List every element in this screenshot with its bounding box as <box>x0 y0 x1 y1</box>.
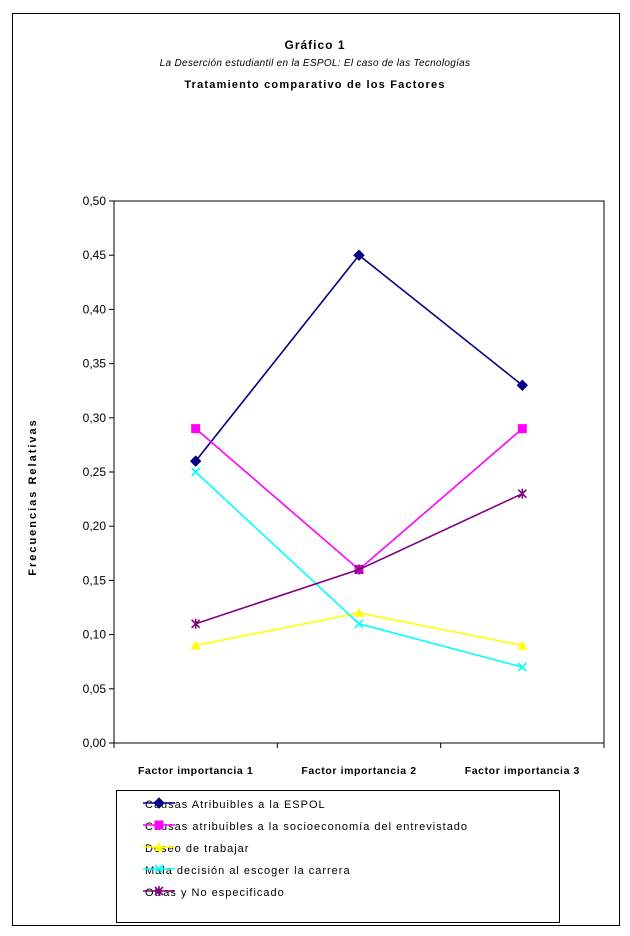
y-tick-label: 0,15 <box>83 573 107 587</box>
data-point <box>191 467 201 477</box>
data-point <box>191 618 201 629</box>
legend-item: Mala decisión al escoger la carrera <box>141 862 351 880</box>
data-point <box>517 662 527 672</box>
series-5 <box>191 488 527 629</box>
legend-swatch <box>143 864 175 874</box>
series-2 <box>191 424 527 575</box>
legend-swatch <box>143 842 175 851</box>
data-point <box>191 424 201 434</box>
series-line <box>195 428 523 571</box>
legend-label: Deseo de trabajar <box>145 843 250 855</box>
x-tick-label: Factor importancia 3 <box>465 765 580 777</box>
data-point <box>517 424 527 434</box>
y-tick-label: 0,50 <box>83 194 107 208</box>
chart-subtitle-2: Tratamiento comparativo de los Factores <box>184 79 446 91</box>
y-tick-label: 0,25 <box>83 465 107 479</box>
y-tick-label: 0,10 <box>83 628 107 642</box>
data-point <box>517 640 528 650</box>
legend-swatch <box>143 797 175 809</box>
data-point <box>517 488 527 499</box>
legend-label: Mala decisión al escoger la carrera <box>145 865 351 877</box>
y-tick-label: 0,35 <box>83 357 107 371</box>
chart-frame <box>12 13 620 926</box>
legend-marker <box>154 864 164 874</box>
y-tick-label: 0,45 <box>83 248 107 262</box>
y-tick-label: 0,00 <box>83 736 107 750</box>
legend-label: Causas atribuibles a la socioeconomía de… <box>145 821 469 833</box>
legend-item: Otras y No especificado <box>141 884 285 902</box>
series-3 <box>190 607 528 650</box>
series-line <box>195 254 523 462</box>
legend-marker <box>154 820 164 830</box>
y-tick-label: 0,05 <box>83 682 107 696</box>
y-tick-label: 0,30 <box>83 411 107 425</box>
plot-area <box>113 200 605 744</box>
data-point <box>190 640 201 650</box>
legend-item: Causas Atribuibles a la ESPOL <box>141 796 326 814</box>
y-tick-label: 0,20 <box>83 519 107 533</box>
legend-marker <box>154 842 164 851</box>
legend-marker <box>154 886 164 896</box>
y-axis-label: Frecuencias Relativas <box>27 418 39 576</box>
legend-swatch <box>143 820 175 830</box>
chart-title: Gráfico 1 <box>284 38 346 52</box>
data-point <box>189 455 202 467</box>
legend-swatch <box>143 886 175 896</box>
series-line <box>195 492 523 625</box>
chart-subtitle: La Deserción estudiantil en la ESPOL: El… <box>159 58 471 69</box>
data-point <box>354 607 364 617</box>
data-point <box>354 619 364 629</box>
data-point <box>353 249 365 261</box>
y-tick-label: 0,40 <box>83 302 107 316</box>
legend-item: Causas atribuibles a la socioeconomía de… <box>141 818 468 836</box>
legend-label: Causas Atribuibles a la ESPOL <box>145 799 326 811</box>
series-4 <box>191 467 527 672</box>
x-tick-label: Factor importancia 2 <box>301 765 416 777</box>
series-line <box>195 612 523 647</box>
legend-marker <box>153 797 165 809</box>
legend-label: Otras y No especificado <box>145 887 285 899</box>
x-tick-label: Factor importancia 1 <box>138 765 253 777</box>
series-1 <box>189 249 529 467</box>
chart-legend: Causas Atribuibles a la ESPOL Causas atri… <box>116 790 560 923</box>
legend-item: Deseo de trabajar <box>141 840 249 858</box>
data-point <box>354 564 364 575</box>
data-point <box>516 379 529 391</box>
